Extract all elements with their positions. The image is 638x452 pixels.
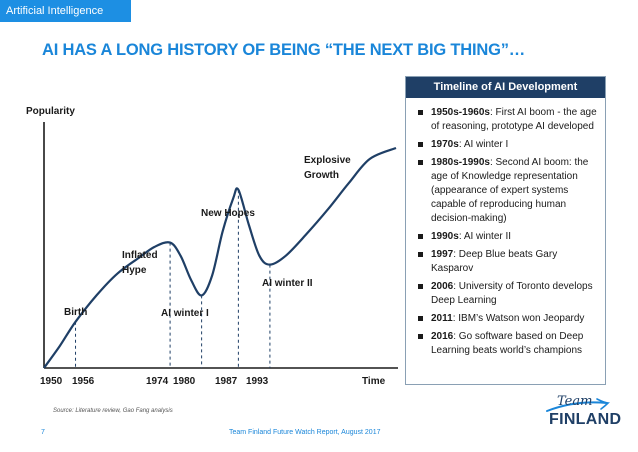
timeline-item: 1950s-1960s: First AI boom - the age of … <box>418 106 601 134</box>
timeline-item-period: 2011 <box>431 313 453 324</box>
timeline-item-description: : Deep Blue beats Gary Kasparov <box>431 249 558 274</box>
x-tick-1956: 1956 <box>72 376 95 387</box>
timeline-item-period: 1980s-1990s <box>431 157 490 168</box>
timeline-panel: Timeline of AI Development 1950s-1960s: … <box>405 76 606 385</box>
square-bullet-icon <box>418 160 423 165</box>
section-tag: Artificial Intelligence <box>0 0 131 22</box>
source-note: Source: Literature review, Gao Fang anal… <box>53 408 173 414</box>
timeline-item: 1970s: AI winter I <box>418 138 601 152</box>
timeline-item-text: 1970s: AI winter I <box>431 138 508 152</box>
x-tick-1950: 1950 <box>40 376 63 387</box>
x-tick-1974: 1974 <box>146 376 169 387</box>
timeline-item-description: : IBM’s Watson won Jeopardy <box>452 313 585 324</box>
annotation-ai-winter-2: AI winter II <box>262 278 313 289</box>
timeline-item-period: 1970s <box>431 139 459 150</box>
x-axis-label: Time <box>362 376 386 387</box>
square-bullet-icon <box>418 252 423 257</box>
square-bullet-icon <box>418 316 423 321</box>
timeline-item-text: 1997: Deep Blue beats Gary Kasparov <box>431 248 601 276</box>
timeline-item-description: : First AI boom - the age of reasoning, … <box>431 107 597 132</box>
timeline-item: 2016: Go software based on Deep Learning… <box>418 330 601 358</box>
timeline-item-description: : Second AI boom: the age of Knowledge r… <box>431 157 589 224</box>
timeline-item-period: 2016 <box>431 331 454 342</box>
timeline-item-period: 1950s-1960s <box>431 107 490 118</box>
square-bullet-icon <box>418 334 423 339</box>
timeline-item-description: : AI winter II <box>458 231 512 242</box>
team-finland-logo: Team FINLAND <box>545 394 625 434</box>
timeline-item-text: 1990s: AI winter II <box>431 230 511 244</box>
timeline-item: 1990s: AI winter II <box>418 230 601 244</box>
logo-finland-text: FINLAND <box>549 411 622 428</box>
x-tick-1980: 1980 <box>173 376 196 387</box>
timeline-list: 1950s-1960s: First AI boom - the age of … <box>406 98 605 358</box>
annotation-explosive-growth-line2: Growth <box>304 170 339 181</box>
annotation-explosive-growth-line1: Explosive <box>304 155 351 166</box>
timeline-item-text: 1980s-1990s: Second AI boom: the age of … <box>431 156 601 226</box>
series-line-0 <box>43 146 397 369</box>
chart-canvas <box>43 122 398 369</box>
timeline-item: 1997: Deep Blue beats Gary Kasparov <box>418 248 601 276</box>
timeline-item: 1980s-1990s: Second AI boom: the age of … <box>418 156 601 226</box>
annotation-new-hopes: New Hopes <box>201 208 255 219</box>
timeline-item-description: : University of Toronto develops Deep Le… <box>431 281 593 306</box>
annotation-inflated-hype-line2: Hype <box>122 265 147 276</box>
page-number: 7 <box>41 429 45 436</box>
timeline-item-period: 1990s <box>431 231 459 242</box>
report-footer: Team Finland Future Watch Report, August… <box>229 429 381 436</box>
annotation-ai-winter-1: AI winter I <box>161 308 209 319</box>
logo-team-text: Team <box>557 394 593 409</box>
square-bullet-icon <box>418 234 423 239</box>
annotation-birth: Birth <box>64 307 88 318</box>
timeline-item: 2006: University of Toronto develops Dee… <box>418 280 601 308</box>
timeline-item-period: 1997 <box>431 249 454 260</box>
timeline-item-description: : AI winter I <box>458 139 509 150</box>
annotation-inflated-hype-line1: Inflated <box>122 250 158 261</box>
square-bullet-icon <box>418 284 423 289</box>
timeline-item-text: 2006: University of Toronto develops Dee… <box>431 280 601 308</box>
x-tick-1993: 1993 <box>246 376 269 387</box>
square-bullet-icon <box>418 142 423 147</box>
timeline-item-text: 2011: IBM’s Watson won Jeopardy <box>431 312 584 326</box>
timeline-heading: Timeline of AI Development <box>406 77 605 98</box>
y-axis-label: Popularity <box>26 106 75 117</box>
timeline-item-text: 2016: Go software based on Deep Learning… <box>431 330 601 358</box>
timeline-item-text: 1950s-1960s: First AI boom - the age of … <box>431 106 601 134</box>
ai-popularity-chart: Popularity Time 1950 1956 1974 1980 1987… <box>26 106 398 387</box>
timeline-item-period: 2006 <box>431 281 454 292</box>
timeline-item: 2011: IBM’s Watson won Jeopardy <box>418 312 601 326</box>
logo-swoosh-icon <box>546 398 610 412</box>
square-bullet-icon <box>418 110 423 115</box>
annotation-inflated-hype: Inflated Hype <box>122 248 158 278</box>
x-tick-1987: 1987 <box>215 376 238 387</box>
timeline-item-description: : Go software based on Deep Learning bea… <box>431 331 584 356</box>
slide-title: AI HAS A LONG HISTORY OF BEING “THE NEXT… <box>42 41 526 59</box>
annotation-explosive-growth: Explosive Growth <box>304 153 351 183</box>
